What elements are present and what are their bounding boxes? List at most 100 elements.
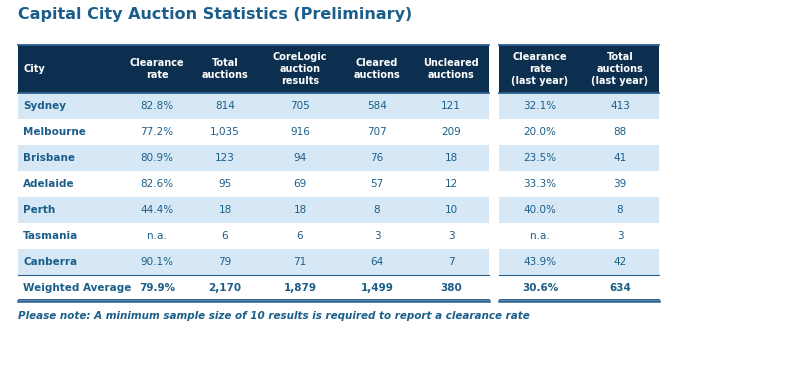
Text: 123: 123 (215, 153, 235, 163)
Bar (18, 45, 123, 93)
Bar (259, 197, 341, 223)
Bar (341, 171, 413, 197)
Bar (259, 249, 341, 275)
Text: 209: 209 (441, 127, 461, 137)
Text: 1,035: 1,035 (210, 127, 240, 137)
Text: 707: 707 (367, 127, 387, 137)
Text: 18: 18 (218, 205, 232, 215)
Bar (499, 45, 581, 93)
Bar (499, 275, 581, 301)
Bar (341, 197, 413, 223)
Bar (18, 119, 123, 145)
Bar (341, 119, 413, 145)
Text: CoreLogic
auction
results: CoreLogic auction results (273, 51, 327, 87)
Bar (259, 145, 341, 171)
Text: 57: 57 (371, 179, 383, 189)
Text: 76: 76 (371, 153, 383, 163)
Text: 8: 8 (374, 205, 380, 215)
Bar (259, 223, 341, 249)
Bar (581, 119, 659, 145)
Bar (413, 275, 489, 301)
Bar (123, 119, 191, 145)
Bar (191, 145, 259, 171)
Bar (259, 275, 341, 301)
Bar (341, 275, 413, 301)
Text: 3: 3 (617, 231, 623, 241)
Text: Weighted Average: Weighted Average (23, 283, 132, 293)
Bar (341, 93, 413, 119)
Bar (191, 197, 259, 223)
Bar (191, 275, 259, 301)
Bar (581, 171, 659, 197)
Bar (18, 171, 123, 197)
Text: 82.6%: 82.6% (140, 179, 173, 189)
Bar (259, 45, 341, 93)
Text: Clearance
rate
(last year): Clearance rate (last year) (512, 51, 569, 87)
Text: 20.0%: 20.0% (524, 127, 557, 137)
Text: 90.1%: 90.1% (140, 257, 173, 267)
Text: 79: 79 (218, 257, 232, 267)
Text: 80.9%: 80.9% (140, 153, 173, 163)
Bar (18, 145, 123, 171)
Text: 18: 18 (294, 205, 306, 215)
Bar (413, 45, 489, 93)
Bar (341, 45, 413, 93)
Bar (259, 171, 341, 197)
Bar (341, 249, 413, 275)
Text: 584: 584 (367, 101, 387, 111)
Text: 18: 18 (444, 153, 458, 163)
Bar (341, 223, 413, 249)
Bar (123, 171, 191, 197)
Text: 121: 121 (441, 101, 461, 111)
Text: 32.1%: 32.1% (524, 101, 557, 111)
Bar (259, 119, 341, 145)
Text: Total
auctions
(last year): Total auctions (last year) (591, 51, 649, 87)
Bar (413, 145, 489, 171)
Text: 30.6%: 30.6% (522, 283, 558, 293)
Text: Melbourne: Melbourne (23, 127, 86, 137)
Text: Tasmania: Tasmania (23, 231, 79, 241)
Text: 79.9%: 79.9% (139, 283, 175, 293)
Bar (191, 119, 259, 145)
Bar (499, 197, 581, 223)
Text: 916: 916 (290, 127, 310, 137)
Bar (191, 171, 259, 197)
Bar (499, 223, 581, 249)
Text: Capital City Auction Statistics (Preliminary): Capital City Auction Statistics (Prelimi… (18, 7, 412, 22)
Bar (191, 45, 259, 93)
Text: 33.3%: 33.3% (524, 179, 557, 189)
Text: 2,170: 2,170 (209, 283, 241, 293)
Bar (581, 93, 659, 119)
Text: Adelaide: Adelaide (23, 179, 75, 189)
Text: City: City (23, 64, 45, 74)
Text: 41: 41 (614, 153, 626, 163)
Text: 88: 88 (614, 127, 626, 137)
Text: 814: 814 (215, 101, 235, 111)
Bar (413, 119, 489, 145)
Bar (413, 249, 489, 275)
Text: 40.0%: 40.0% (524, 205, 557, 215)
Bar (581, 249, 659, 275)
Bar (18, 223, 123, 249)
Bar (581, 45, 659, 93)
Bar (191, 223, 259, 249)
Bar (581, 145, 659, 171)
Text: 44.4%: 44.4% (140, 205, 173, 215)
Bar (123, 249, 191, 275)
Text: 82.8%: 82.8% (140, 101, 173, 111)
Text: 23.5%: 23.5% (524, 153, 557, 163)
Text: 413: 413 (610, 101, 630, 111)
Text: 1,879: 1,879 (283, 283, 317, 293)
Text: 64: 64 (371, 257, 383, 267)
Bar (123, 45, 191, 93)
Text: Please note: A minimum sample size of 10 results is required to report a clearan: Please note: A minimum sample size of 10… (18, 311, 530, 321)
Bar (123, 197, 191, 223)
Text: 380: 380 (440, 283, 462, 293)
Text: n.a.: n.a. (147, 231, 167, 241)
Bar (499, 93, 581, 119)
Bar (123, 223, 191, 249)
Bar (413, 197, 489, 223)
Bar (413, 93, 489, 119)
Text: Cleared
auctions: Cleared auctions (354, 58, 400, 80)
Bar (581, 197, 659, 223)
